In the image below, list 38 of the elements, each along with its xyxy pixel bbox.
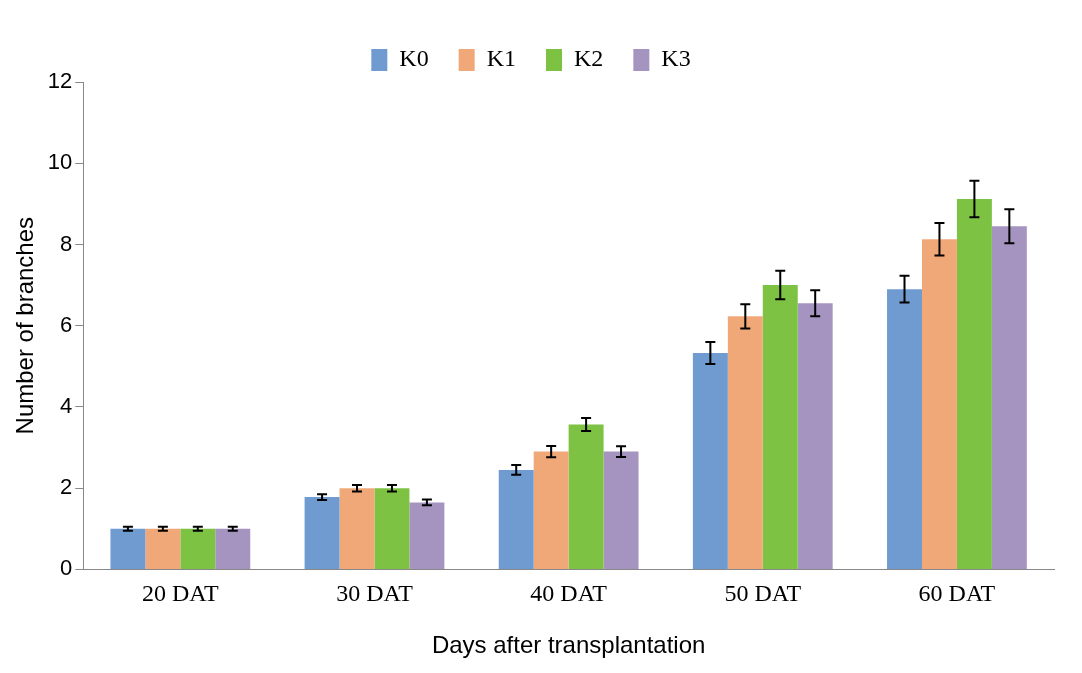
- bar: [991, 226, 1027, 569]
- x-tick-label: 30 DAT: [336, 580, 414, 607]
- y-tick-label: 8: [60, 230, 73, 256]
- bar: [498, 469, 534, 569]
- x-tick-label: 60 DAT: [918, 580, 996, 607]
- y-tick-label: 10: [47, 149, 73, 175]
- bar: [762, 285, 798, 569]
- bar: [145, 528, 181, 569]
- legend-label: K2: [574, 45, 604, 72]
- bar: [339, 488, 375, 569]
- bar: [409, 502, 445, 569]
- y-tick-label: 12: [47, 68, 73, 94]
- bar: [374, 488, 410, 569]
- x-tick-label: 20 DAT: [142, 580, 220, 607]
- bar: [304, 497, 340, 569]
- legend-label: K1: [486, 45, 517, 72]
- bar: [956, 198, 992, 569]
- bar: [727, 316, 763, 569]
- x-axis-title: Days after transplantation: [431, 631, 706, 659]
- bar: [603, 451, 639, 569]
- bar: [887, 289, 922, 569]
- legend-label: K0: [399, 45, 429, 72]
- bar: [921, 239, 957, 569]
- bar: [215, 528, 251, 569]
- bar: [692, 352, 728, 569]
- y-tick-label: 0: [60, 555, 73, 581]
- bar: [110, 528, 146, 569]
- y-tick-label: 6: [60, 311, 73, 337]
- x-tick-label: 40 DAT: [530, 580, 608, 607]
- bar: [180, 528, 216, 569]
- x-tick-label: 50 DAT: [724, 580, 802, 607]
- y-tick-label: 2: [60, 474, 73, 500]
- legend-label: K3: [661, 45, 691, 72]
- bar: [568, 424, 604, 569]
- bar: [797, 303, 833, 569]
- y-axis-title: Number of branches: [11, 216, 39, 435]
- bar: [533, 451, 569, 569]
- y-tick-label: 4: [60, 393, 73, 418]
